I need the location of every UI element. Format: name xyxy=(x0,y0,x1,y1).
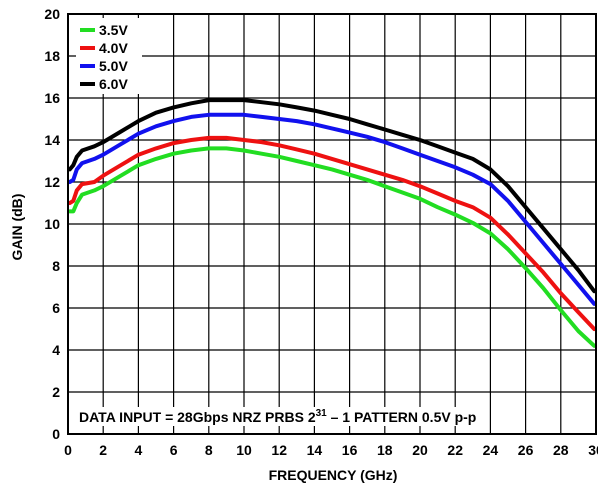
y-tick-label: 14 xyxy=(44,132,60,148)
x-tick-label: 4 xyxy=(135,442,143,458)
y-tick-label: 20 xyxy=(44,6,60,22)
y-tick-label: 10 xyxy=(44,216,60,232)
series-line-5-0v xyxy=(67,112,597,306)
legend-label: 3.5V xyxy=(99,22,128,38)
y-tick-label: 18 xyxy=(44,48,60,64)
legend-label: 4.0V xyxy=(99,40,128,56)
x-tick-label: 6 xyxy=(170,442,178,458)
x-tick-label: 10 xyxy=(236,442,252,458)
series-lines xyxy=(67,98,597,348)
x-tick-label: 30 xyxy=(588,442,598,458)
y-axis-title: GAIN (dB) xyxy=(9,194,25,261)
x-tick-label: 28 xyxy=(553,442,569,458)
series-line-6-0v xyxy=(67,98,597,294)
x-tick-label: 14 xyxy=(307,442,323,458)
y-tick-label: 12 xyxy=(44,174,60,190)
legend: 3.5V 4.0V 5.0V 6.0V xyxy=(76,18,142,94)
x-tick-label: 26 xyxy=(518,442,534,458)
y-tick-label: 4 xyxy=(52,342,60,358)
series-line-3-5v xyxy=(67,146,597,348)
plot-frame xyxy=(67,13,597,435)
x-tick-label: 24 xyxy=(483,442,499,458)
x-tick-label: 22 xyxy=(447,442,463,458)
x-tick-label: 18 xyxy=(377,442,393,458)
y-tick-labels: 0 2 4 6 8 10 12 14 16 18 20 xyxy=(44,6,60,442)
y-tick-label: 6 xyxy=(52,300,60,316)
y-tick-label: 16 xyxy=(44,90,60,106)
series-line-4-0v xyxy=(67,135,597,331)
annotation-suffix: – 1 PATTERN 0.5V p-p xyxy=(327,409,477,425)
legend-label: 6.0V xyxy=(99,76,128,92)
legend-label: 5.0V xyxy=(99,58,128,74)
annotation-background xyxy=(77,407,479,426)
x-tick-label: 16 xyxy=(342,442,358,458)
plot-border xyxy=(67,13,597,435)
x-axis-title: FREQUENCY (GHz) xyxy=(269,467,398,483)
x-tick-label: 0 xyxy=(64,442,72,458)
x-tick-label: 2 xyxy=(99,442,107,458)
y-tick-label: 8 xyxy=(52,258,60,274)
grid xyxy=(67,13,597,435)
y-tick-label: 0 xyxy=(52,426,60,442)
x-tick-label: 8 xyxy=(205,442,213,458)
y-tick-label: 2 xyxy=(52,384,60,400)
annotation-prefix: DATA INPUT = 28Gbps NRZ PRBS 2 xyxy=(79,409,316,425)
x-tick-label: 12 xyxy=(271,442,287,458)
x-tick-label: 20 xyxy=(412,442,428,458)
data-input-annotation: DATA INPUT = 28Gbps NRZ PRBS 231 – 1 PAT… xyxy=(79,408,476,425)
annotation-superscript: 31 xyxy=(316,408,328,419)
